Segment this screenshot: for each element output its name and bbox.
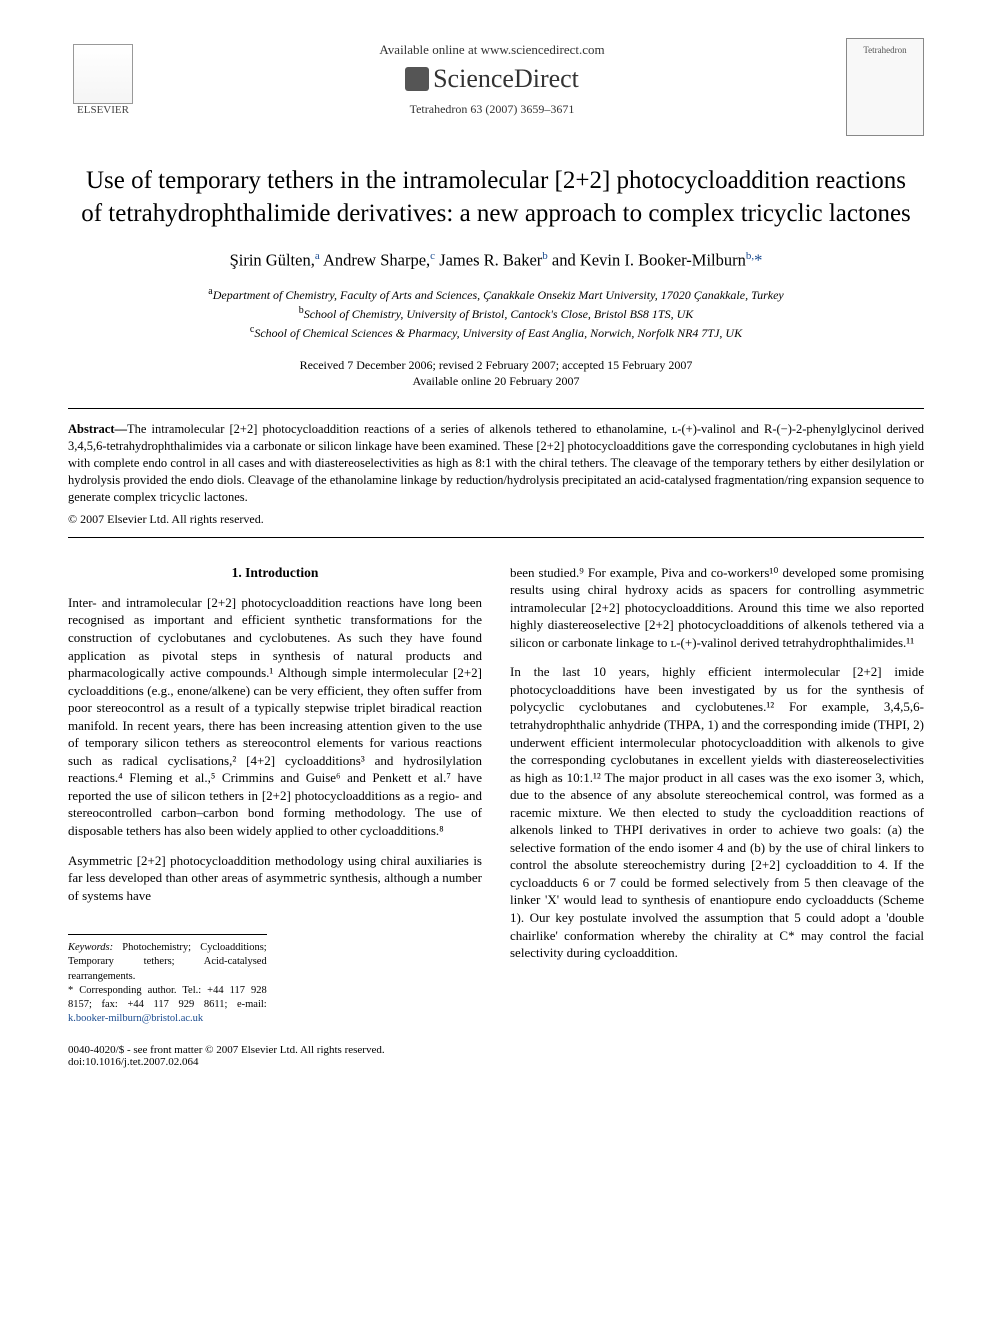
corresponding-star-icon: * [754,251,762,270]
journal-article-page: ELSEVIER Available online at www.science… [0,0,992,1108]
abstract-text: The intramolecular [2+2] photocycloaddit… [68,422,924,504]
affiliation-c: cSchool of Chemical Sciences & Pharmacy,… [68,323,924,342]
article-dates: Received 7 December 2006; revised 2 Febr… [68,357,924,391]
author-4: Kevin I. Booker-Milburn [580,251,746,270]
page-header: ELSEVIER Available online at www.science… [68,38,924,136]
right-paragraph-2: In the last 10 years, highly efficient i… [510,663,924,961]
right-column: been studied.⁹ For example, Piva and co-… [510,564,924,1027]
divider-top [68,408,924,409]
corresponding-email[interactable]: k.booker-milburn@bristol.ac.uk [68,1013,203,1024]
footer-line-1: 0040-4020/$ - see front matter © 2007 El… [68,1044,924,1056]
section-1-heading: 1. Introduction [68,564,482,582]
elsevier-tree-icon [73,44,133,104]
corresponding-text: * Corresponding author. Tel.: +44 117 92… [68,985,267,1010]
footnotes-block: Keywords: Photochemistry; Cycloadditions… [68,934,267,1026]
journal-cover-label: Tetrahedron [863,45,906,55]
left-column: 1. Introduction Inter- and intramolecula… [68,564,482,1027]
sciencedirect-text: ScienceDirect [433,64,579,94]
online-date: Available online 20 February 2007 [68,373,924,390]
author-1-affil: a [315,250,320,262]
authors-line: Şirin Gülten,a Andrew Sharpe,c James R. … [68,250,924,271]
article-title: Use of temporary tethers in the intramol… [78,164,914,230]
right-paragraph-1: been studied.⁹ For example, Piva and co-… [510,564,924,652]
author-2-affil: c [430,250,435,262]
elsevier-logo: ELSEVIER [68,38,138,116]
affiliation-b: bSchool of Chemistry, University of Bris… [68,304,924,323]
body-two-column: 1. Introduction Inter- and intramolecula… [68,564,924,1027]
author-1: Şirin Gülten, [230,251,315,270]
left-paragraph-2: Asymmetric [2+2] photocycloaddition meth… [68,852,482,905]
sciencedirect-icon [405,67,429,91]
keywords-label: Keywords: [68,942,113,953]
journal-cover-thumbnail: Tetrahedron [846,38,924,136]
left-paragraph-1: Inter- and intramolecular [2+2] photocyc… [68,594,482,840]
abstract-copyright: © 2007 Elsevier Ltd. All rights reserved… [68,512,924,527]
author-3-affil: b [542,250,548,262]
available-online-text: Available online at www.sciencedirect.co… [138,42,846,58]
divider-bottom [68,537,924,538]
journal-reference: Tetrahedron 63 (2007) 3659–3671 [138,102,846,117]
abstract-label: Abstract— [68,422,127,436]
corresponding-line: * Corresponding author. Tel.: +44 117 92… [68,984,267,1027]
sciencedirect-logo: ScienceDirect [138,64,846,94]
received-date: Received 7 December 2006; revised 2 Febr… [68,357,924,374]
author-conj: and [552,251,580,270]
author-4-affil: b, [746,250,754,262]
abstract-block: Abstract—The intramolecular [2+2] photoc… [68,421,924,505]
author-2: Andrew Sharpe, [323,251,430,270]
keywords-line: Keywords: Photochemistry; Cycloadditions… [68,941,267,984]
elsevier-label: ELSEVIER [77,104,129,116]
footer-line-2: doi:10.1016/j.tet.2007.02.064 [68,1056,924,1068]
affiliation-a: aDepartment of Chemistry, Faculty of Art… [68,285,924,304]
footer-block: 0040-4020/$ - see front matter © 2007 El… [68,1044,924,1068]
author-3: James R. Baker [439,251,542,270]
affiliations-block: aDepartment of Chemistry, Faculty of Art… [68,285,924,343]
center-header: Available online at www.sciencedirect.co… [138,38,846,117]
